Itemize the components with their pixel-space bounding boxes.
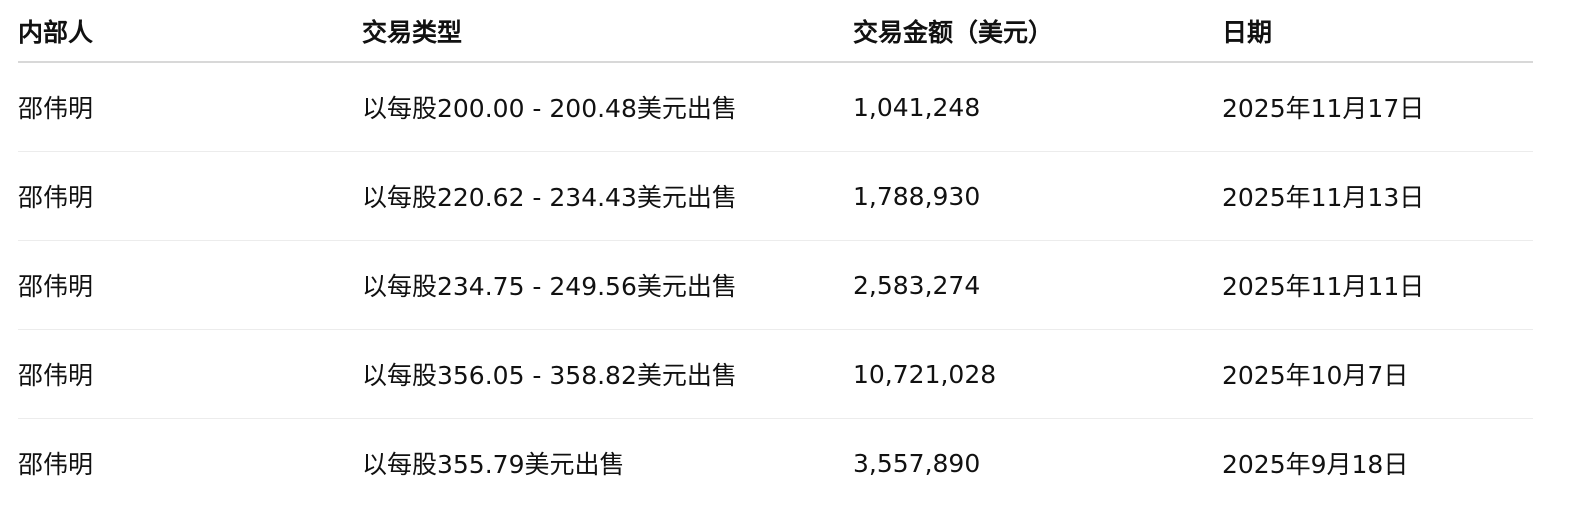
- insider-cell: 邵伟明: [18, 240, 362, 330]
- date-cell: 2025年11月17日: [1222, 62, 1533, 152]
- date-cell: 2025年10月7日: [1222, 329, 1533, 419]
- table-row: 邵伟明 以每股355.79美元出售 3,557,890 2025年9月18日: [18, 419, 1533, 508]
- insider-cell: 邵伟明: [18, 62, 362, 152]
- insider-cell: 邵伟明: [18, 151, 362, 241]
- transaction-type-cell: 以每股220.62 - 234.43美元出售: [362, 151, 853, 241]
- header-amount: 交易金额（美元）: [853, 0, 1222, 63]
- date-cell: 2025年11月13日: [1222, 151, 1533, 241]
- amount-cell: 3,557,890: [853, 448, 981, 478]
- amount-cell: 1,041,248: [853, 62, 1222, 152]
- insider-cell: 邵伟明: [18, 450, 94, 479]
- table-row: 邵伟明 以每股356.05 - 358.82美元出售 10,721,028 2025年…: [18, 329, 1533, 419]
- table-header-row: 内部人 交易类型 交易金额（美元） 日期: [18, 0, 1533, 63]
- transaction-type-cell: 以每股234.75 - 249.56美元出售: [362, 240, 853, 330]
- header-transaction-type: 交易类型: [362, 0, 853, 63]
- amount-cell: 10,721,028: [853, 329, 1222, 419]
- amount-cell: 2,583,274: [853, 240, 1222, 330]
- date-cell: 2025年11月11日: [1222, 240, 1533, 330]
- insider-trades-table: 内部人 交易类型 交易金额（美元） 日期 邵伟明 以每股200.00 - 200.…: [18, 0, 1533, 507]
- header-date: 日期: [1222, 0, 1533, 63]
- header-insider: 内部人: [18, 0, 362, 63]
- amount-cell: 1,788,930: [853, 151, 1222, 241]
- date-cell: 2025年9月18日: [1222, 450, 1409, 479]
- table-row: 邵伟明 以每股220.62 - 234.43美元出售 1,788,930 2025年1…: [18, 151, 1533, 241]
- transaction-type-cell: 以每股200.00 - 200.48美元出售: [362, 62, 853, 152]
- transaction-type-cell: 以每股355.79美元出售: [362, 450, 625, 479]
- table-row: 邵伟明 以每股200.00 - 200.48美元出售 1,041,248 2025年1…: [18, 62, 1533, 152]
- insider-cell: 邵伟明: [18, 329, 362, 419]
- transaction-type-cell: 以每股356.05 - 358.82美元出售: [362, 329, 853, 419]
- table-row: 邵伟明 以每股234.75 - 249.56美元出售 2,583,274 2025年1…: [18, 240, 1533, 330]
